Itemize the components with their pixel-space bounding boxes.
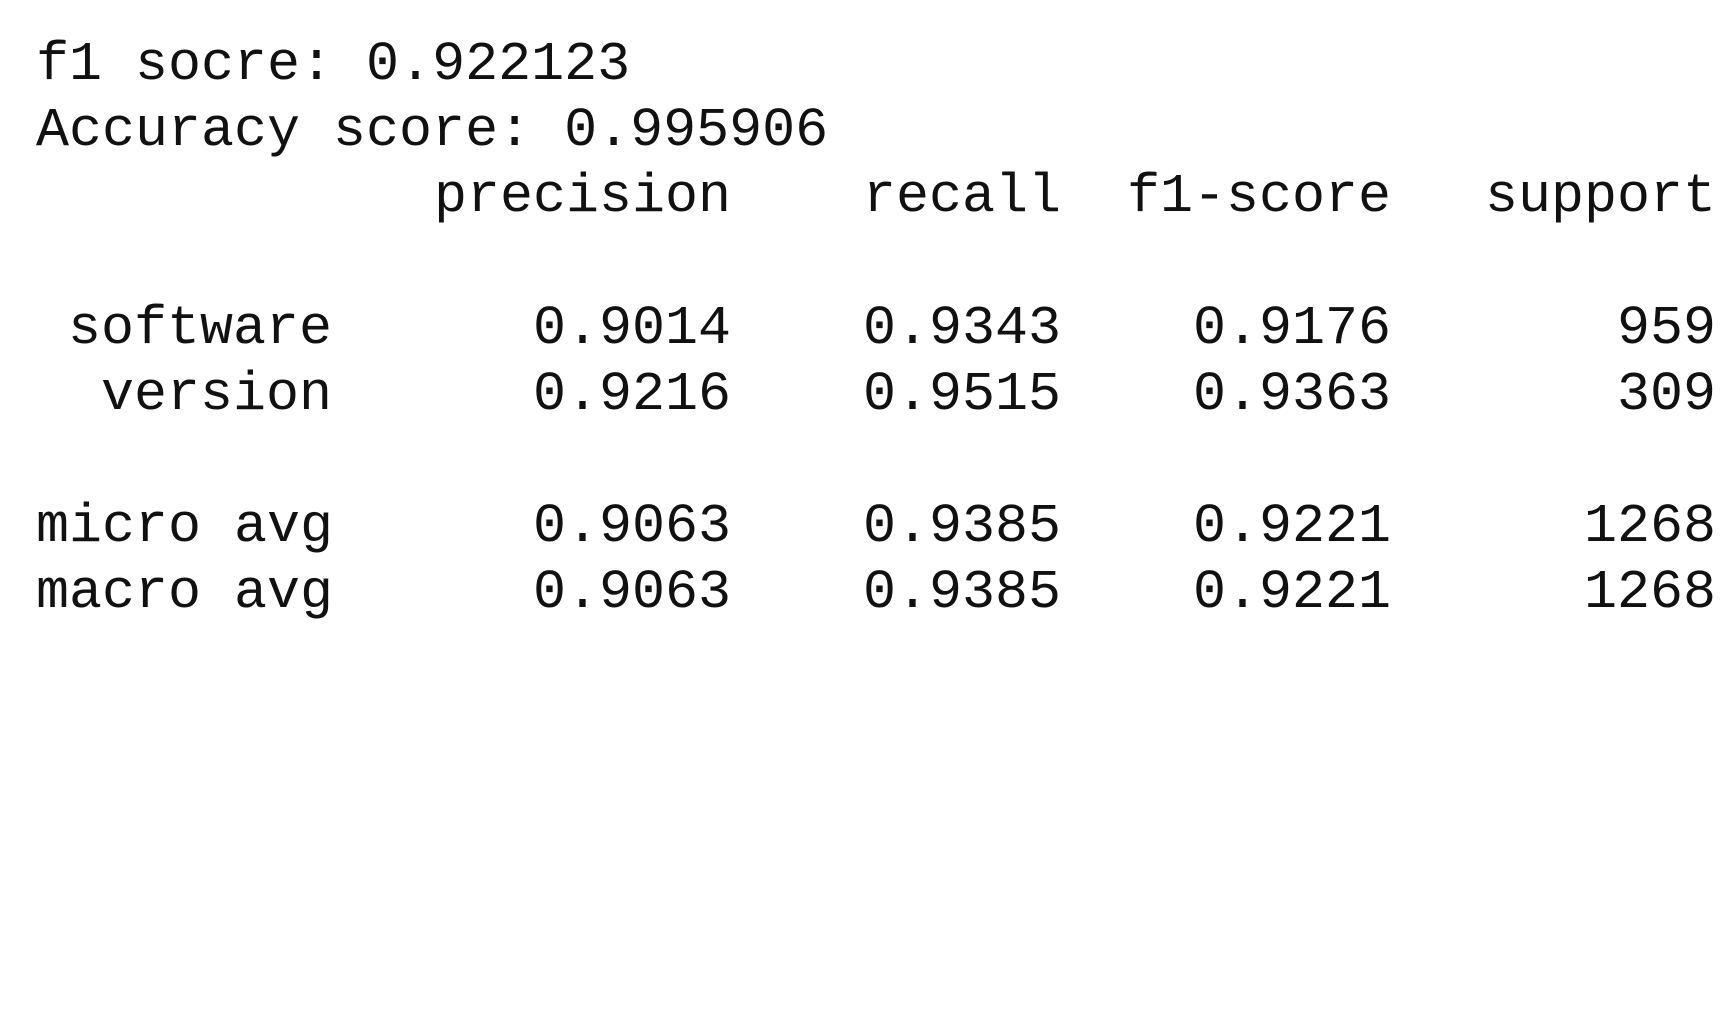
classification-report: f1 socre: 0.922123 Accuracy score: 0.995… [36, 32, 1716, 626]
avg-label: micro avg [36, 495, 334, 558]
row-support: 959 [1616, 297, 1716, 360]
accuracy-score-line: Accuracy score: 0.995906 [36, 99, 829, 162]
f1-score-line: f1 socre: 0.922123 [36, 33, 631, 96]
header-precision: precision [433, 165, 731, 228]
row-support: 309 [1616, 363, 1716, 426]
avg-recall: 0.9385 [862, 561, 1061, 624]
row-label: version [100, 363, 332, 426]
report-row-micro-avg: micro avg 0.9063 0.9385 0.9221 1268 [36, 494, 1716, 560]
avg-support: 1268 [1583, 495, 1716, 558]
avg-f1-score: 0.9221 [1192, 561, 1391, 624]
row-label: software [67, 297, 332, 360]
avg-support: 1268 [1583, 561, 1716, 624]
row-recall: 0.9515 [862, 363, 1061, 426]
avg-recall: 0.9385 [862, 495, 1061, 558]
row-precision: 0.9014 [532, 297, 731, 360]
row-f1-score: 0.9176 [1192, 297, 1391, 360]
blank-line [36, 230, 1696, 296]
row-f1-score: 0.9363 [1192, 363, 1391, 426]
blank-line [36, 428, 1696, 494]
report-row-macro-avg: macro avg 0.9063 0.9385 0.9221 1268 [36, 560, 1716, 626]
avg-f1-score: 0.9221 [1192, 495, 1391, 558]
row-precision: 0.9216 [532, 363, 731, 426]
header-f1-score: f1-score [1126, 165, 1391, 228]
avg-precision: 0.9063 [532, 561, 731, 624]
avg-label: macro avg [36, 561, 334, 624]
row-recall: 0.9343 [862, 297, 1061, 360]
header-recall: recall [862, 165, 1061, 228]
report-row-software: software 0.9014 0.9343 0.9176 959 [36, 296, 1716, 362]
report-header-row: precision recall f1-score support [36, 164, 1716, 230]
report-row-version: version 0.9216 0.9515 0.9363 309 [36, 362, 1716, 428]
header-support: support [1484, 165, 1716, 228]
avg-precision: 0.9063 [532, 495, 731, 558]
